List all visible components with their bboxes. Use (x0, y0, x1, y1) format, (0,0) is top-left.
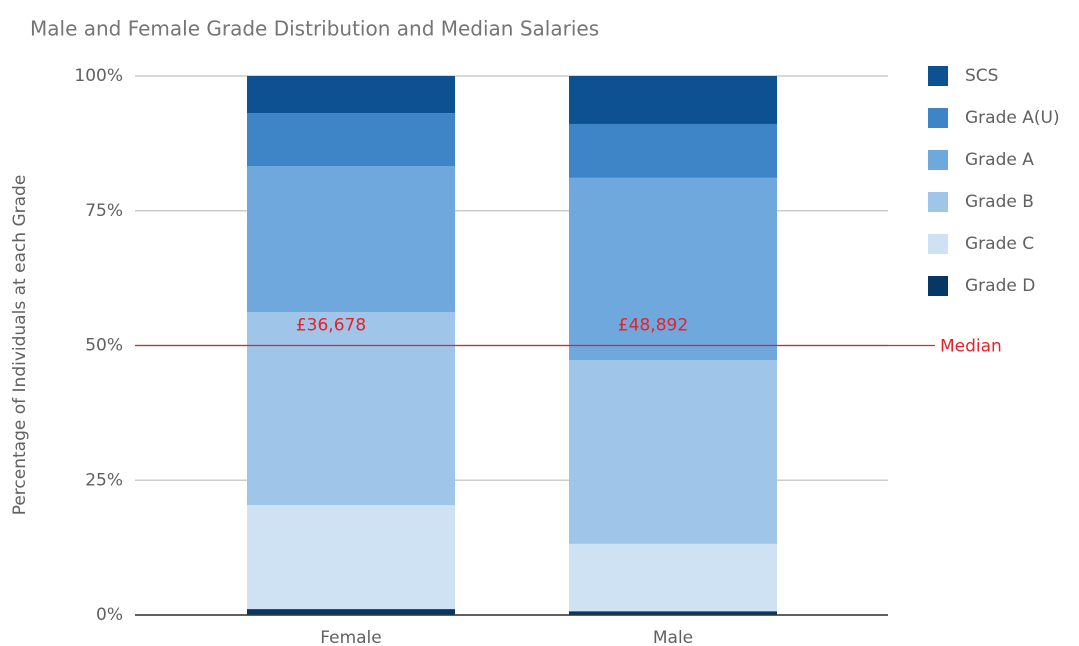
legend-swatch (928, 108, 948, 128)
salary-annotation: £48,892 (618, 316, 688, 336)
bar-segment (569, 611, 777, 615)
x-tick-label: Female (320, 628, 381, 646)
bar-segment (247, 76, 455, 114)
bar-segment (247, 505, 455, 610)
chart-title: Male and Female Grade Distribution and M… (30, 17, 599, 41)
legend-label: Grade A (965, 150, 1034, 170)
legend-swatch (928, 276, 948, 296)
y-tick-label: 0% (96, 605, 123, 625)
bar-segment (569, 543, 777, 612)
bar-segment (569, 177, 777, 361)
y-tick-label: 100% (74, 66, 123, 86)
bar-segment (247, 113, 455, 167)
bar-segment (569, 76, 777, 124)
x-tick-label: Male (653, 628, 693, 646)
y-tick-label: 25% (85, 470, 123, 490)
y-tick-label: 75% (85, 201, 123, 221)
bar-segment (569, 360, 777, 544)
legend-label: SCS (965, 66, 998, 86)
median-label: Median (940, 337, 1002, 357)
y-tick-label: 50% (85, 336, 123, 356)
legend-label: Grade B (965, 192, 1034, 212)
bar-segment (247, 166, 455, 313)
legend-label: Grade A(U) (965, 108, 1060, 128)
legend-swatch (928, 150, 948, 170)
legend-swatch (928, 66, 948, 86)
bar-segment (247, 609, 455, 615)
y-axis-label: Percentage of Individuals at each Grade (10, 175, 30, 516)
bar-segment (247, 312, 455, 506)
legend-swatch (928, 192, 948, 212)
legend-label: Grade D (965, 276, 1035, 296)
legend-swatch (928, 234, 948, 254)
salary-annotation: £36,678 (296, 316, 366, 336)
legend-label: Grade C (965, 234, 1034, 254)
bar-segment (569, 123, 777, 178)
